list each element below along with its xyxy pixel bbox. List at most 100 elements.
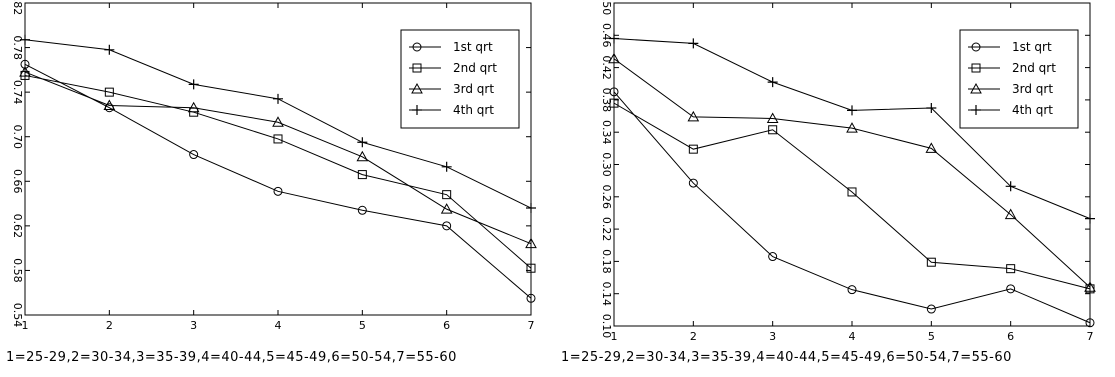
data-point-4 (609, 33, 619, 44)
legend: 1st qrt 2nd qrt 3rd qrt 4th qrt (959, 29, 1079, 129)
series-line-2 (24, 74, 532, 269)
data-point-4 (357, 137, 368, 148)
data-point-3 (1084, 281, 1096, 292)
x-tick-label: 5 (928, 330, 935, 343)
legend-marker (412, 42, 422, 52)
y-tick-label: 0.74 (11, 80, 24, 105)
y-tick-label: 0.82 (11, 0, 24, 15)
data-point-1 (273, 186, 283, 196)
x-tick-label: 1 (611, 330, 618, 343)
data-point-4 (20, 34, 30, 45)
data-point-3 (925, 142, 938, 153)
x-tick-label: 4 (849, 330, 856, 343)
legend-marker (971, 105, 981, 115)
data-point-4 (1005, 181, 1016, 192)
y-tick-label: 0.66 (11, 169, 24, 194)
data-point-3 (846, 122, 858, 133)
y-tick-label: 0.26 (600, 185, 613, 210)
x-tick-label: 2 (106, 319, 113, 332)
chart-left: 0.54 0.58 0.62 0.66 0.70 0.74 0.78 0.82 1 2 3 4 5 6 7 1… (11, 0, 537, 332)
data-point-2 (768, 125, 778, 135)
y-tick-label: 0.54 (11, 303, 24, 328)
data-point-1 (1006, 284, 1016, 294)
x-tick-label: 1 (22, 319, 29, 332)
y-tick-label: 0.78 (11, 35, 24, 60)
legend-marker (971, 42, 981, 52)
y-tick-label: 0.46 (600, 23, 613, 48)
data-point-1 (847, 285, 857, 295)
y-tick-label: 0.38 (600, 88, 613, 113)
data-point-1 (526, 293, 536, 303)
series-line-3 (613, 58, 1091, 288)
data-point-1 (926, 304, 936, 314)
data-point-2 (688, 144, 698, 154)
data-point-4 (526, 203, 536, 214)
data-point-1 (357, 205, 367, 215)
data-point-2 (926, 257, 936, 267)
data-point-2 (104, 87, 114, 97)
x-tick-label: 6 (443, 319, 450, 332)
legend-label: 4th qrt (453, 103, 494, 117)
data-point-3 (440, 203, 453, 214)
legend-marker (970, 82, 982, 94)
data-point-3 (525, 237, 537, 249)
legend-label: 2nd qrt (453, 61, 497, 75)
y-tick-label: 0.30 (600, 152, 613, 177)
y-tick-label: 0.50 (600, 0, 613, 15)
data-point-1 (768, 252, 778, 262)
x-tick-label: 4 (275, 319, 282, 332)
x-tick-label: 5 (359, 319, 366, 332)
data-point-4 (104, 44, 115, 55)
x-tick-label: 3 (769, 330, 776, 343)
data-point-3 (103, 99, 116, 111)
data-point-2 (1006, 264, 1016, 274)
x-tick-label: 2 (690, 330, 697, 343)
y-tick-label: 0.70 (11, 124, 24, 149)
data-point-2 (357, 170, 367, 180)
y-tick-label: 0.14 (600, 281, 613, 306)
legend-marker (412, 63, 422, 73)
data-point-3 (1004, 208, 1017, 220)
chart-right-xlabel: 1=25-29,2=30-34,3=35-39,4=40-44,5=45-49,… (561, 350, 1012, 365)
data-point-1 (688, 178, 698, 188)
legend-marker (412, 105, 422, 115)
legend-label: 4th qrt (1012, 103, 1053, 117)
data-point-3 (608, 52, 620, 64)
series-line-2 (613, 102, 1091, 290)
data-point-2 (609, 98, 619, 108)
data-point-2 (20, 70, 30, 80)
data-point-3 (356, 150, 369, 162)
y-tick-label: 0.22 (600, 217, 613, 242)
series-line-3 (24, 71, 532, 245)
data-point-1 (20, 59, 30, 69)
legend-label: 1st qrt (453, 40, 493, 54)
legend-marker (971, 63, 981, 73)
data-point-4 (926, 102, 937, 113)
y-tick-label: 0.10 (600, 314, 613, 339)
data-point-1 (442, 221, 452, 231)
data-point-3 (187, 101, 200, 113)
data-point-3 (766, 112, 779, 123)
data-point-1 (189, 150, 199, 160)
data-point-4 (688, 38, 699, 49)
legend-label: 3rd qrt (1012, 82, 1053, 96)
data-point-2 (526, 263, 536, 273)
data-point-3 (19, 66, 31, 77)
legend-label: 1st qrt (1012, 40, 1052, 54)
x-tick-label: 6 (1007, 330, 1014, 343)
x-tick-label: 3 (190, 319, 197, 332)
y-tick-label: 0.34 (600, 120, 613, 145)
data-point-2 (847, 187, 857, 197)
data-point-1 (609, 87, 619, 97)
legend-label: 2nd qrt (1012, 61, 1056, 75)
x-tick-label: 7 (528, 319, 535, 332)
data-point-2 (273, 134, 283, 144)
x-tick-label: 7 (1087, 330, 1094, 343)
y-tick-label: 0.62 (11, 214, 24, 239)
chart-right: 0.100.140.180.220.260.300.340.380.420.46… (600, 0, 1096, 343)
data-point-3 (272, 116, 284, 127)
chart-left-xlabel: 1=25-29,2=30-34,3=35-39,4=40-44,5=45-49,… (6, 350, 457, 365)
data-point-4 (273, 93, 283, 104)
legend-label: 3rd qrt (453, 82, 494, 96)
data-point-4 (847, 105, 857, 116)
